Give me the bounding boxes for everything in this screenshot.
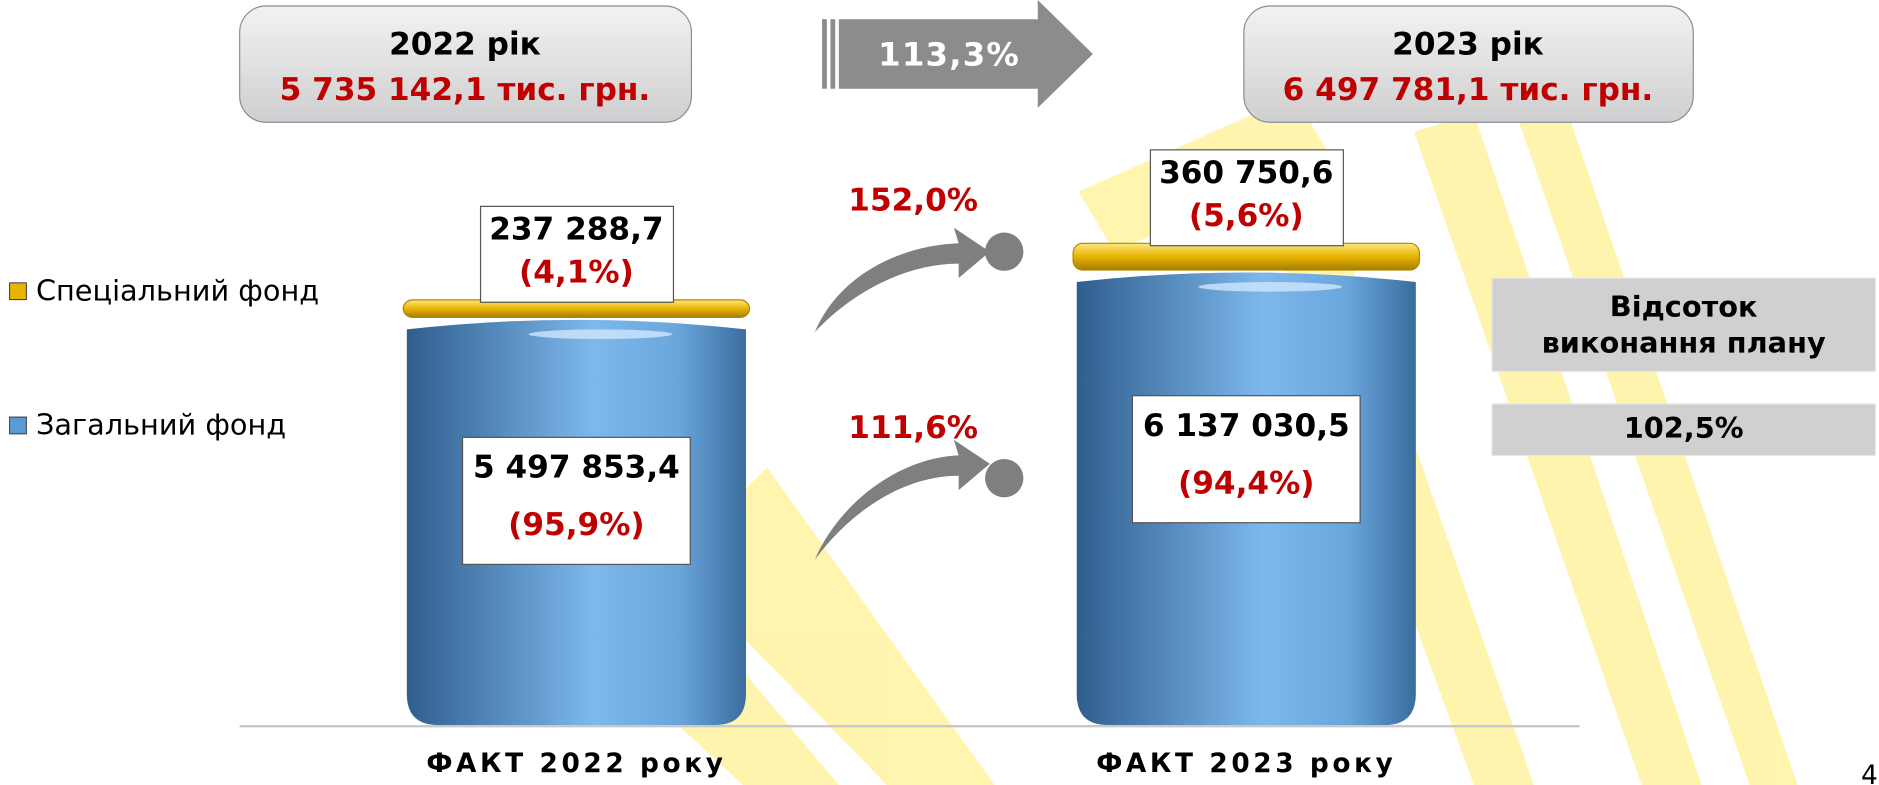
value-label: 237 288,7 [489, 211, 663, 247]
legend-swatch [9, 282, 27, 301]
total-box-2023: 2023 рік 6 497 781,1 тис. грн. [1243, 5, 1694, 123]
page-number: 4 [1861, 761, 1878, 785]
growth-label: 152,0% [848, 182, 978, 218]
share-label: (94,4%) [1178, 465, 1315, 501]
x-tick-label: ФАКТ 2023 року [1096, 749, 1396, 779]
legend-label: Загальний фонд [36, 408, 286, 442]
growth-arrow: 113,3% [822, 0, 1093, 108]
x-tick-label: ФАКТ 2022 року [426, 749, 726, 779]
plan-title: Відсоток виконання плану [1541, 290, 1826, 360]
bar-highlight [528, 329, 673, 340]
total-label: 6 497 781,1 тис. грн. [1283, 72, 1654, 108]
share-label: (4,1%) [519, 254, 634, 290]
share-label: (95,9%) [508, 507, 645, 543]
value-label: 5 497 853,4 [473, 450, 680, 486]
growth-label: 111,6% [848, 410, 978, 446]
plan-box: Відсоток виконання плану 102,5% [1491, 277, 1877, 457]
legend-label: Спеціальний фонд [36, 273, 319, 307]
plan-value: 102,5% [1624, 411, 1744, 445]
total-year: 2023 рік [1392, 27, 1544, 63]
legend-swatch [9, 416, 27, 435]
growth-label: 113,3% [878, 35, 1020, 73]
total-year: 2022 рік [389, 27, 541, 63]
total-box-2022: 2022 рік 5 735 142,1 тис. грн. [239, 5, 693, 123]
bar-highlight [1198, 282, 1343, 292]
value-label: 360 750,6 [1159, 155, 1333, 191]
value-label-box [479, 205, 675, 303]
total-label: 5 735 142,1 тис. грн. [280, 72, 651, 108]
value-label-box [461, 436, 691, 565]
curve-arrow-bottom [814, 439, 1024, 560]
curve-arrow-top [814, 227, 1024, 332]
share-label: (5,6%) [1189, 198, 1304, 234]
value-label-box [1149, 149, 1344, 247]
bar [1072, 242, 1421, 271]
value-label: 6 137 030,5 [1143, 408, 1350, 444]
value-label-box [1131, 395, 1361, 524]
